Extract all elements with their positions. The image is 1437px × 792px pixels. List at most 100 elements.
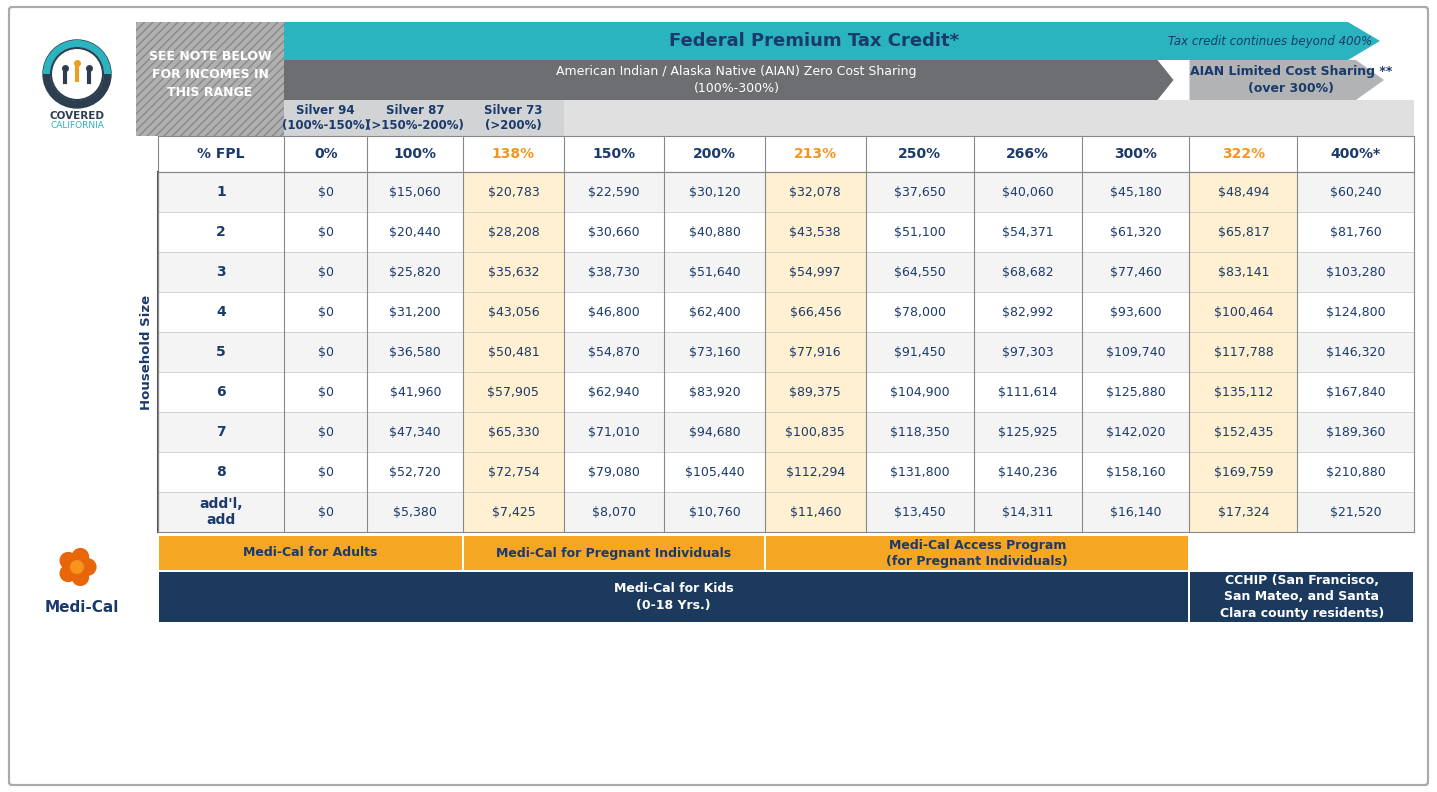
Circle shape	[43, 40, 111, 108]
Text: $51,640: $51,640	[688, 265, 740, 279]
Bar	[463, 332, 563, 372]
Text: $36,580: $36,580	[389, 345, 441, 359]
Text: $57,905: $57,905	[487, 386, 539, 398]
Text: 200%: 200%	[693, 147, 736, 161]
Text: $152,435: $152,435	[1214, 425, 1273, 439]
Text: $38,730: $38,730	[588, 265, 639, 279]
Bar	[158, 136, 1414, 172]
Text: $65,817: $65,817	[1217, 226, 1269, 238]
Text: Silver 87
(>150%-200%): Silver 87 (>150%-200%)	[366, 104, 464, 132]
Text: $30,660: $30,660	[588, 226, 639, 238]
Text: $62,940: $62,940	[588, 386, 639, 398]
Text: $64,550: $64,550	[894, 265, 946, 279]
Bar	[764, 452, 865, 492]
Bar	[1190, 332, 1298, 372]
FancyArrow shape	[285, 22, 1380, 60]
Bar	[764, 372, 865, 412]
Text: $78,000: $78,000	[894, 306, 946, 318]
Text: $112,294: $112,294	[786, 466, 845, 478]
Text: Federal Premium Tax Credit*: Federal Premium Tax Credit*	[670, 32, 958, 50]
Text: 7: 7	[216, 425, 226, 439]
Text: Silver 94
(100%-150%): Silver 94 (100%-150%)	[282, 104, 369, 132]
Text: 3: 3	[216, 265, 226, 279]
Text: $25,820: $25,820	[389, 265, 441, 279]
Bar	[764, 412, 865, 452]
Text: AIAN Limited Cost Sharing **
(over 300%): AIAN Limited Cost Sharing ** (over 300%)	[1190, 65, 1392, 95]
Text: $109,740: $109,740	[1105, 345, 1165, 359]
Text: $20,440: $20,440	[389, 226, 441, 238]
Text: $125,880: $125,880	[1105, 386, 1165, 398]
Circle shape	[60, 565, 76, 581]
Bar	[764, 492, 865, 532]
Text: $31,200: $31,200	[389, 306, 441, 318]
Text: $83,920: $83,920	[688, 386, 740, 398]
Text: $11,460: $11,460	[789, 505, 841, 519]
Bar	[764, 252, 865, 292]
Text: $32,078: $32,078	[789, 185, 841, 199]
Bar	[1190, 212, 1298, 252]
Text: $117,788: $117,788	[1214, 345, 1273, 359]
Bar	[1190, 172, 1298, 212]
Text: $60,240: $60,240	[1329, 185, 1381, 199]
Text: $14,311: $14,311	[1002, 505, 1053, 519]
Text: $43,056: $43,056	[487, 306, 539, 318]
Text: $54,870: $54,870	[588, 345, 639, 359]
Text: $47,340: $47,340	[389, 425, 441, 439]
Bar	[137, 22, 285, 136]
Text: $124,800: $124,800	[1326, 306, 1385, 318]
Text: 5: 5	[216, 345, 226, 359]
Bar	[19, 22, 137, 174]
Text: $146,320: $146,320	[1326, 345, 1385, 359]
Text: $79,080: $79,080	[588, 466, 639, 478]
Text: $54,371: $54,371	[1002, 226, 1053, 238]
Text: $81,760: $81,760	[1329, 226, 1381, 238]
Text: CALIFORNIA: CALIFORNIA	[50, 121, 103, 131]
Circle shape	[50, 48, 103, 100]
Bar	[764, 292, 865, 332]
Text: $68,682: $68,682	[1002, 265, 1053, 279]
Bar	[463, 172, 563, 212]
Text: $72,754: $72,754	[487, 466, 539, 478]
Text: $77,460: $77,460	[1109, 265, 1161, 279]
Bar	[463, 372, 563, 412]
Text: $30,120: $30,120	[688, 185, 740, 199]
Bar	[764, 332, 865, 372]
FancyBboxPatch shape	[9, 7, 1428, 785]
Text: $66,456: $66,456	[789, 306, 841, 318]
Text: Household Size: Household Size	[141, 295, 154, 409]
Text: $0: $0	[318, 345, 333, 359]
Text: American Indian / Alaska Native (AIAN) Zero Cost Sharing
(100%-300%): American Indian / Alaska Native (AIAN) Z…	[556, 65, 917, 95]
Text: $71,010: $71,010	[588, 425, 639, 439]
Text: $0: $0	[318, 505, 333, 519]
Text: 266%: 266%	[1006, 147, 1049, 161]
Text: CCHIP (San Francisco,
San Mateo, and Santa
Clara county residents): CCHIP (San Francisco, San Mateo, and San…	[1220, 574, 1384, 619]
Bar	[158, 332, 1414, 372]
Text: $43,538: $43,538	[789, 226, 841, 238]
Bar	[158, 452, 1414, 492]
Text: 2: 2	[216, 225, 226, 239]
Bar	[158, 292, 1414, 332]
Text: 1: 1	[216, 185, 226, 199]
Text: $210,880: $210,880	[1326, 466, 1385, 478]
Bar	[463, 452, 563, 492]
Text: 100%: 100%	[394, 147, 437, 161]
Text: $100,464: $100,464	[1214, 306, 1273, 318]
Text: $5,380: $5,380	[394, 505, 437, 519]
Text: $35,632: $35,632	[487, 265, 539, 279]
Text: 213%: 213%	[793, 147, 836, 161]
Text: $0: $0	[318, 265, 333, 279]
Circle shape	[70, 561, 83, 573]
Bar	[158, 212, 1414, 252]
Text: 250%: 250%	[898, 147, 941, 161]
Text: SEE NOTE BELOW
FOR INCOMES IN
THIS RANGE: SEE NOTE BELOW FOR INCOMES IN THIS RANGE	[148, 49, 272, 98]
Bar	[563, 100, 1414, 136]
Text: $0: $0	[318, 466, 333, 478]
Circle shape	[72, 569, 89, 585]
Text: $15,060: $15,060	[389, 185, 441, 199]
Text: $48,494: $48,494	[1217, 185, 1269, 199]
Bar	[463, 412, 563, 452]
Text: $0: $0	[318, 226, 333, 238]
Bar	[137, 22, 285, 136]
Text: $22,590: $22,590	[588, 185, 639, 199]
Text: Silver 73
(>200%): Silver 73 (>200%)	[484, 104, 543, 132]
